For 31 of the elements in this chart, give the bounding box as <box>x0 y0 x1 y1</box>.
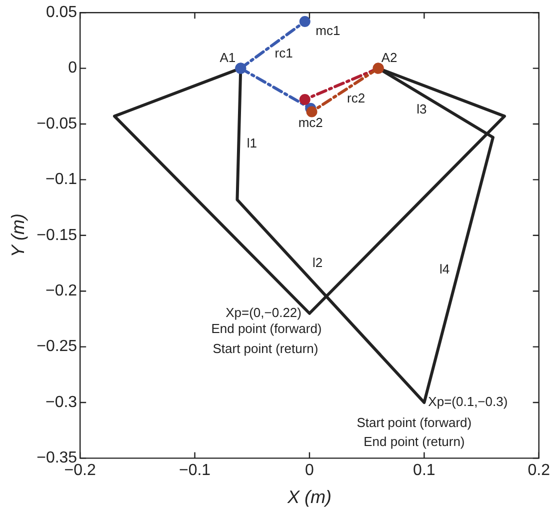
x-tick-label: 0.2 <box>528 462 550 480</box>
y-tick-label: −0.15 <box>36 226 78 244</box>
annotation: Xp=(0.1,−0.3) <box>428 394 508 410</box>
annotation: A1 <box>220 50 236 65</box>
annotation: End point (return) <box>364 434 465 450</box>
annotation: Start point (forward) <box>356 415 472 430</box>
y-tick-label: −0.05 <box>36 115 78 132</box>
annotation: l1 <box>246 136 258 151</box>
annotation: l3 <box>416 101 427 116</box>
y-tick-label: −0.3 <box>45 394 78 411</box>
annotation: mc2 <box>298 114 323 130</box>
x-tick-label: −0.1 <box>178 462 211 480</box>
x-tick-label: 0.1 <box>413 462 436 480</box>
x-tick-label: −0.2 <box>64 462 96 480</box>
x-tick-label: 0 <box>305 462 314 480</box>
annotation: rc2 <box>347 90 366 106</box>
annotation: rc1 <box>274 45 293 60</box>
annotation: mc1 <box>316 23 340 38</box>
y-tick-label: −0.1 <box>45 171 78 188</box>
y-axis-title: Y (m) <box>8 214 28 258</box>
y-tick-label: −0.25 <box>36 338 78 356</box>
annotation: l4 <box>440 262 450 277</box>
x-axis-title: X (m) <box>286 487 332 508</box>
annotation: l2 <box>312 255 323 270</box>
y-tick-label: −0.2 <box>45 282 78 300</box>
annotation: Start point (return) <box>212 340 318 356</box>
y-tick-label: 0.05 <box>46 4 78 22</box>
y-tick-label: 0 <box>68 60 78 77</box>
annotation: End point (forward) <box>211 320 322 336</box>
annotation: Xp=(0,−0.22) <box>226 304 302 320</box>
annotation: A2 <box>381 50 398 65</box>
